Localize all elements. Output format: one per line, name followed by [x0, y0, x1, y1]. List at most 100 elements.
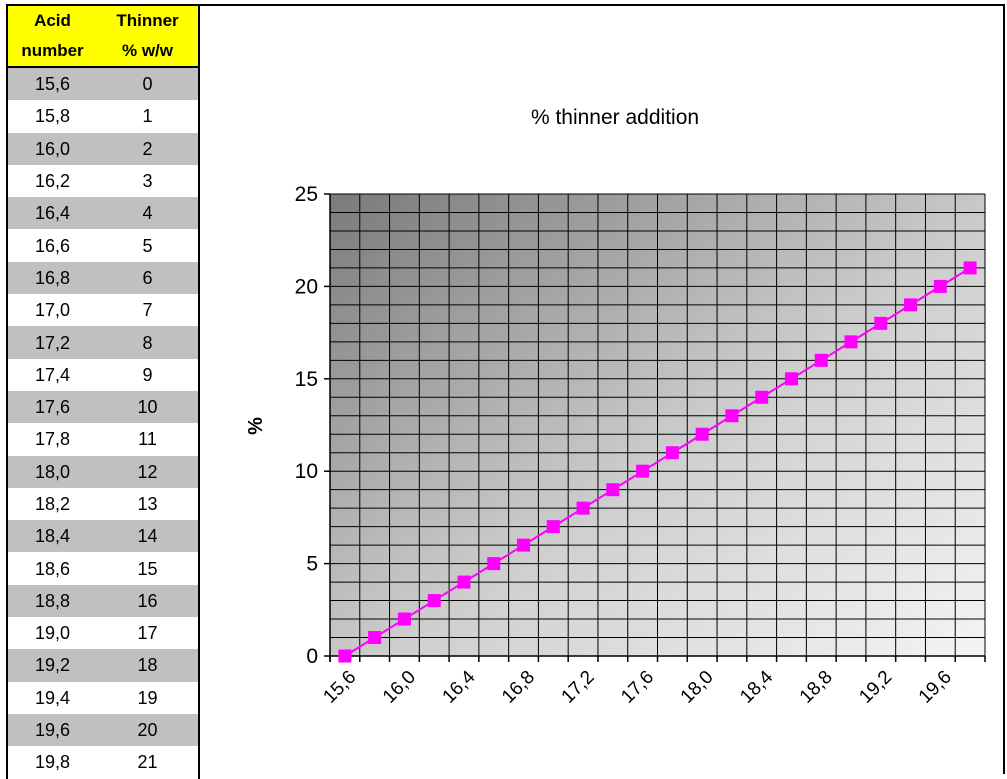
acid-number-cell: 17,6 [6, 390, 97, 424]
x-tick-label: 17,6 [617, 667, 658, 708]
thinner-cell: 7 [97, 294, 200, 327]
thinner-cell: 0 [97, 67, 200, 101]
thinner-cell: 19 [97, 681, 200, 714]
table-row: 17,2 8 [6, 326, 200, 359]
x-tick-label: 15,6 [319, 667, 360, 708]
acid-number-header: number [6, 36, 97, 68]
thinner-header: Thinner [97, 4, 200, 36]
data-point [487, 557, 501, 571]
data-point [368, 631, 382, 645]
thinner-header: % w/w [97, 36, 200, 68]
table-row: 19,8 21 [6, 746, 200, 779]
table-row: 16,4 4 [6, 197, 200, 230]
sheet-top-border [198, 4, 1003, 6]
data-point [665, 446, 679, 460]
thinner-cell: 12 [97, 455, 200, 488]
table-row: 19,6 20 [6, 713, 200, 747]
table-row: 17,8 11 [6, 423, 200, 456]
thinner-cell: 21 [97, 746, 200, 779]
table-row: 18,8 16 [6, 584, 200, 618]
y-tick-label: 15 [295, 368, 318, 391]
data-point [606, 483, 620, 497]
acid-number-cell: 18,0 [6, 455, 97, 488]
x-tick-label: 19,2 [855, 667, 896, 708]
thinner-cell: 15 [97, 552, 200, 585]
data-point [695, 427, 709, 441]
table-row: 17,6 10 [6, 390, 200, 424]
data-point [397, 612, 411, 626]
y-axis-label: % [245, 417, 267, 435]
table-row: 15,8 1 [6, 100, 200, 133]
acid-number-cell: 17,2 [6, 326, 97, 359]
acid-number-cell: 18,8 [6, 584, 97, 618]
acid-number-cell: 17,4 [6, 358, 97, 391]
y-tick-label: 5 [306, 553, 318, 576]
acid-number-cell: 18,6 [6, 552, 97, 585]
data-point [457, 575, 471, 589]
x-tick-label: 16,8 [498, 667, 539, 708]
thinner-cell: 9 [97, 358, 200, 391]
data-point [546, 520, 560, 534]
x-tick-label: 19,6 [915, 667, 956, 708]
thinner-cell: 11 [97, 423, 200, 456]
thinner-cell: 13 [97, 487, 200, 521]
acid-number-cell: 16,0 [6, 132, 97, 165]
table-row: 18,6 15 [6, 552, 200, 585]
acid-number-cell: 16,2 [6, 164, 97, 198]
data-point [904, 298, 918, 312]
table-row: 17,4 9 [6, 358, 200, 391]
table-row: 16,2 3 [6, 164, 200, 198]
data-point [427, 594, 441, 608]
acid-number-cell: 18,4 [6, 520, 97, 553]
x-tick-label: 18,0 [677, 667, 718, 708]
acid-number-cell: 15,8 [6, 100, 97, 133]
data-point [784, 372, 798, 386]
acid-number-cell: 19,4 [6, 681, 97, 714]
table-row: 19,2 18 [6, 649, 200, 682]
x-tick-label: 16,0 [379, 667, 420, 708]
table-row: 18,0 12 [6, 455, 200, 488]
data-point [517, 538, 531, 552]
table-row: 18,4 14 [6, 520, 200, 553]
x-tick-label: 18,4 [736, 666, 777, 707]
thinner-cell: 6 [97, 261, 200, 295]
data-point [933, 279, 947, 293]
table-row: 17,0 7 [6, 294, 200, 327]
x-tick-label: 18,8 [796, 667, 837, 708]
sheet-right-border [1003, 4, 1005, 774]
chart-title: % thinner addition [531, 106, 699, 129]
data-point [725, 409, 739, 423]
table-row: 16,0 2 [6, 132, 200, 165]
thinner-cell: 17 [97, 617, 200, 650]
data-point [755, 390, 769, 404]
table-row: 18,2 13 [6, 487, 200, 521]
thinner-cell: 4 [97, 197, 200, 230]
y-tick-label: 10 [295, 460, 318, 483]
thinner-cell: 14 [97, 520, 200, 553]
series-line [344, 267, 971, 657]
y-tick-label: 0 [306, 645, 318, 668]
x-tick-label: 16,4 [439, 666, 480, 707]
acid-number-cell: 16,4 [6, 197, 97, 230]
table-row: 16,6 5 [6, 229, 200, 262]
data-point [576, 501, 590, 515]
y-tick-label: 20 [295, 275, 318, 298]
thinner-cell: 20 [97, 713, 200, 747]
thinner-cell: 16 [97, 584, 200, 618]
acid-number-cell: 16,8 [6, 261, 97, 295]
thinner-cell: 10 [97, 390, 200, 424]
table-row: 19,4 19 [6, 681, 200, 714]
acid-number-cell: 17,8 [6, 423, 97, 456]
acid-number-cell: 17,0 [6, 294, 97, 327]
table-row: 16,8 6 [6, 261, 200, 295]
data-table: Acid Thinner number% w/w 15,6 0 15,8 1 16,0 2 16… [6, 4, 200, 779]
acid-number-cell: 19,0 [6, 617, 97, 650]
data-point [844, 335, 858, 349]
thinner-cell: 2 [97, 132, 200, 165]
table-row: 15,6 0 [6, 67, 200, 101]
data-point [814, 353, 828, 367]
acid-number-cell: 19,8 [6, 746, 97, 779]
data-point [874, 316, 888, 330]
table-header-row: number% w/w [6, 36, 200, 68]
